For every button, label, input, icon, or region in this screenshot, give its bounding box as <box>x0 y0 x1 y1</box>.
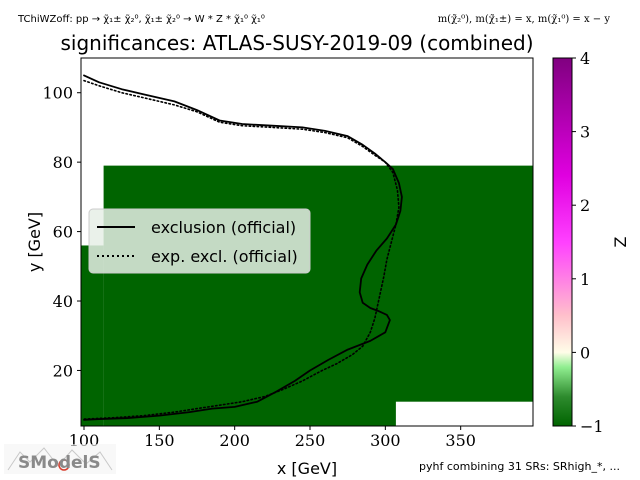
logo-text: SModelS <box>18 453 101 473</box>
legend-box <box>88 208 311 274</box>
y-axis-label: y [GeV] <box>25 212 44 272</box>
x-axis-label: x [GeV] <box>277 459 337 478</box>
colorbar-ticks: −1 0 1 2 3 4 <box>572 49 604 436</box>
y-tick-label: 40 <box>53 292 73 311</box>
heatmap-cell-0 <box>81 245 104 426</box>
legend-label-exclusion: exclusion (official) <box>151 218 296 237</box>
exclusion-curve <box>83 74 403 421</box>
x-tick-label: 250 <box>295 431 326 450</box>
logo-red-circle <box>58 459 70 471</box>
logo-network-lines <box>7 447 113 471</box>
footer-note: pyhf combining 31 SRs: SRhigh_*, ... <box>419 460 620 473</box>
smodels-logo: SModelS <box>4 444 116 474</box>
y-tick-label: 80 <box>53 153 73 172</box>
legend: exclusion (official) exp. excl. (officia… <box>88 208 311 274</box>
heatmap-empty-cell-0 <box>395 401 533 426</box>
header-process: TChiWZoff: pp → χ̃₁± χ̃₂⁰, χ̃₁± χ̃₂⁰ → W… <box>17 13 265 25</box>
colorbar-tick-label: −1 <box>580 417 604 436</box>
x-tick-label: 350 <box>445 431 476 450</box>
y-tick-label: 60 <box>53 223 73 242</box>
y-tick-label: 20 <box>53 361 73 380</box>
x-tick-label: 300 <box>370 431 401 450</box>
header-mass-definition: m(χ̃₂⁰), m(χ̃₁±) = x, m(χ̃₁⁰) = x − y <box>438 14 611 25</box>
curves <box>83 74 403 421</box>
heatmap-cell-1 <box>103 165 533 426</box>
x-axis-ticks: 100 150 200 250 300 350 <box>69 426 476 450</box>
heatmap-regions <box>81 165 533 426</box>
expected-exclusion-curve <box>83 79 400 420</box>
legend-label-expected: exp. excl. (official) <box>151 247 298 266</box>
x-tick-label: 200 <box>219 431 250 450</box>
colorbar-label: Z <box>611 236 630 247</box>
colorbar <box>552 57 573 427</box>
y-tick-label: 100 <box>42 84 73 103</box>
colorbar-tick-label: 0 <box>580 343 590 362</box>
plot-frame <box>80 57 534 427</box>
colorbar-tick-label: 1 <box>580 270 590 289</box>
chart-title: significances: ATLAS-SUSY-2019-09 (combi… <box>60 31 533 55</box>
colorbar-tick-label: 4 <box>580 49 590 68</box>
colorbar-tick-label: 2 <box>580 196 590 215</box>
y-axis-ticks: 20 40 60 80 100 <box>42 84 81 380</box>
colorbar-tick-label: 3 <box>580 123 590 142</box>
x-tick-label: 150 <box>144 431 175 450</box>
